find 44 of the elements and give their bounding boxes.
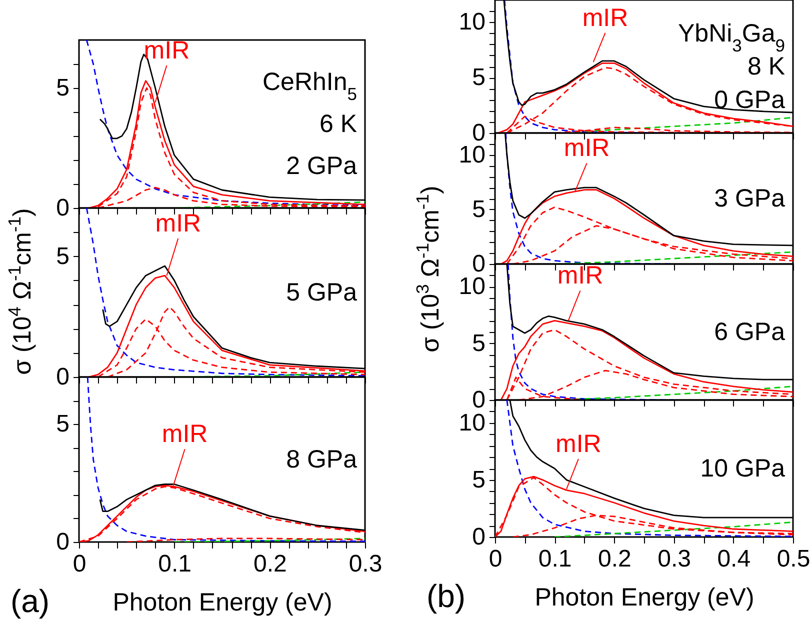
x-tick-label: 0.3 xyxy=(348,550,382,578)
y-tick-label: 5 xyxy=(56,242,70,270)
annotation: mIR xyxy=(557,262,604,290)
y-tick-label: 5 xyxy=(56,74,70,102)
y-tick-label: 10 xyxy=(458,8,486,36)
annotation: 8 K xyxy=(747,52,786,80)
annotation: 6 GPa xyxy=(714,318,786,346)
text: (b) xyxy=(426,578,466,614)
annotation: CeRhIn$_{5}$ xyxy=(262,68,357,104)
annotation: 8 GPa xyxy=(286,446,358,474)
x-axis-title: Photon Energy (eV) xyxy=(112,588,332,616)
y-tick-label: 5 xyxy=(472,466,486,494)
x-tick-label: 0.1 xyxy=(538,546,572,572)
x-axis-title: Photon Energy (eV) xyxy=(534,584,754,612)
text: (a) xyxy=(10,583,50,619)
x-tick-label: 0.3 xyxy=(658,546,691,572)
annotation: mIR xyxy=(144,36,190,64)
y-tick-label: 0 xyxy=(56,194,70,222)
annotation: 2 GPa xyxy=(286,152,358,180)
x-tick-label: 0 xyxy=(72,550,86,578)
y-tick-label: 0 xyxy=(56,528,70,556)
x-tick-label: 0.2 xyxy=(253,550,287,578)
y-tick-label: 0 xyxy=(56,364,70,390)
annotation: YbNi$_{3}$Ga$_{9}$ xyxy=(678,19,785,56)
annotation: mIR xyxy=(155,209,202,238)
y-tick-label: 5 xyxy=(472,64,486,92)
annotation: mIR xyxy=(564,134,610,162)
y-tick-label: 5 xyxy=(472,196,486,223)
x-tick-label: 0 xyxy=(488,546,502,572)
x-tick-label: 0.1 xyxy=(158,550,192,578)
annotation: 5 GPa xyxy=(286,278,358,306)
x-tick-label: 0.4 xyxy=(717,546,751,572)
y-tick-label: 0 xyxy=(472,524,486,550)
annotation: 0 GPa xyxy=(714,86,786,114)
y-tick-label: 5 xyxy=(472,330,486,357)
annotation: 6 K xyxy=(319,110,358,138)
y-tick-label: 5 xyxy=(56,410,70,438)
x-tick-label: 0.5 xyxy=(776,546,810,572)
annotation: mIR xyxy=(556,430,602,458)
annotation: 10 GPa xyxy=(700,454,786,482)
x-tick-label: 0.2 xyxy=(598,546,632,572)
annotation: mIR xyxy=(582,4,628,32)
annotation: 3 GPa xyxy=(714,184,786,212)
annotation: mIR xyxy=(162,420,208,448)
